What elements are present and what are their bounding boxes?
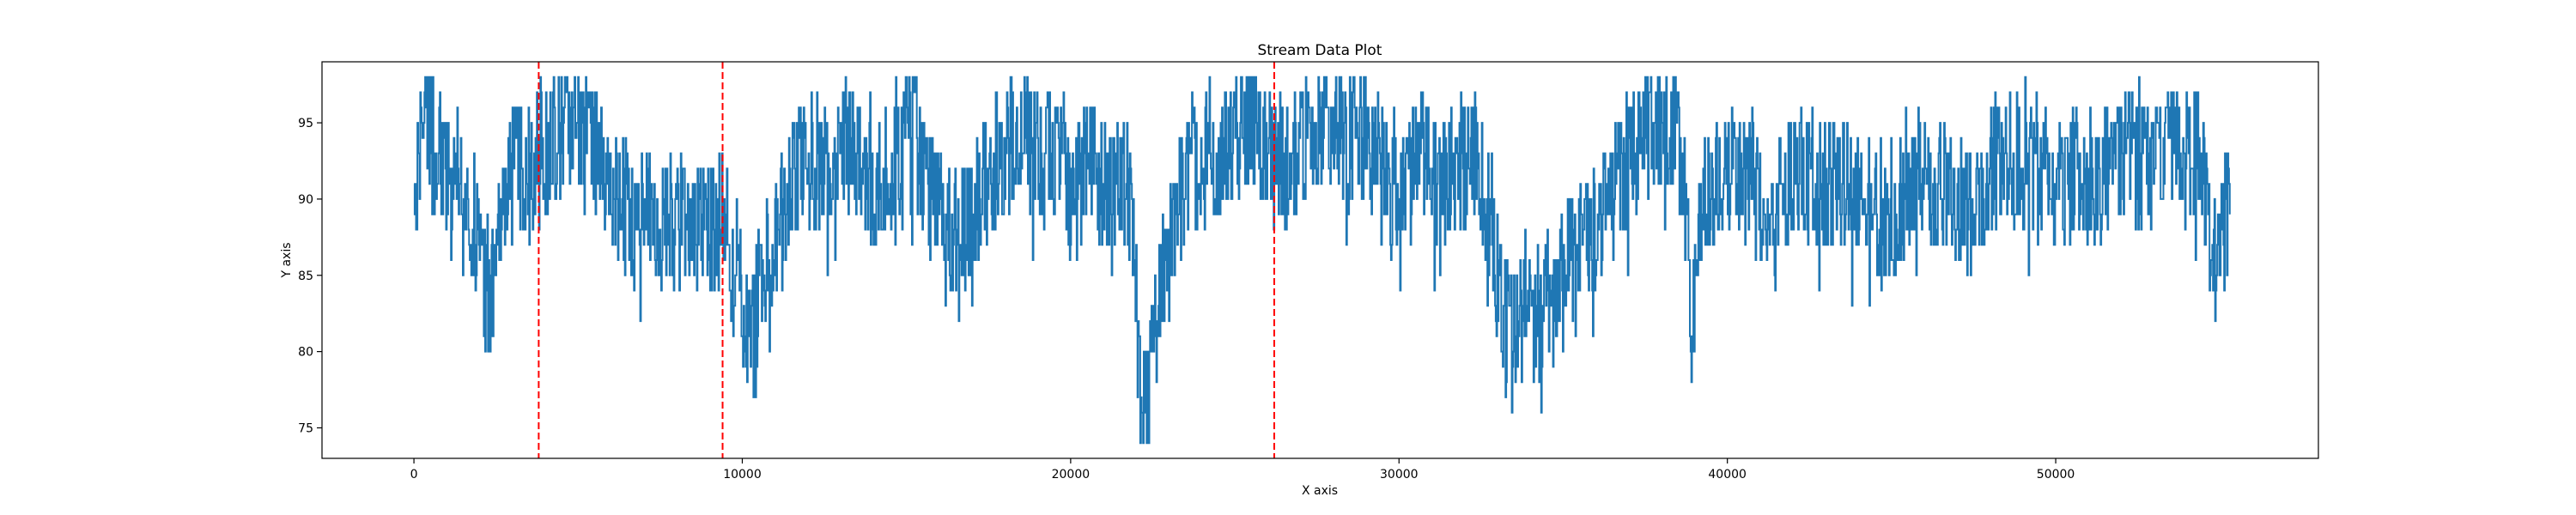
vline-layer <box>538 62 1275 458</box>
x-tick-label: 40000 <box>1708 468 1747 482</box>
series-line <box>413 76 2231 445</box>
x-tick-label: 0 <box>410 468 418 482</box>
x-tick-label: 50000 <box>2037 468 2075 482</box>
y-tick-label: 85 <box>298 270 313 283</box>
plot-frame <box>321 61 2319 459</box>
y-tick-label: 90 <box>298 193 313 207</box>
series-layer <box>413 76 2231 445</box>
y-tick-label: 75 <box>298 421 313 435</box>
x-tick-label: 10000 <box>723 468 762 482</box>
y-tick-label: 80 <box>298 346 313 360</box>
chart-title: Stream Data Plot <box>1258 42 1382 59</box>
y-axis-ticks: 75 80 85 90 95 <box>298 117 322 435</box>
x-tick-label: 30000 <box>1380 468 1419 482</box>
x-tick-label: 20000 <box>1052 468 1091 482</box>
x-axis-ticks: 0 10000 20000 30000 40000 50000 <box>410 458 2075 482</box>
y-axis-label: Y axis <box>280 242 294 278</box>
x-axis-label: X axis <box>1302 484 1338 498</box>
y-tick-label: 95 <box>298 117 313 130</box>
